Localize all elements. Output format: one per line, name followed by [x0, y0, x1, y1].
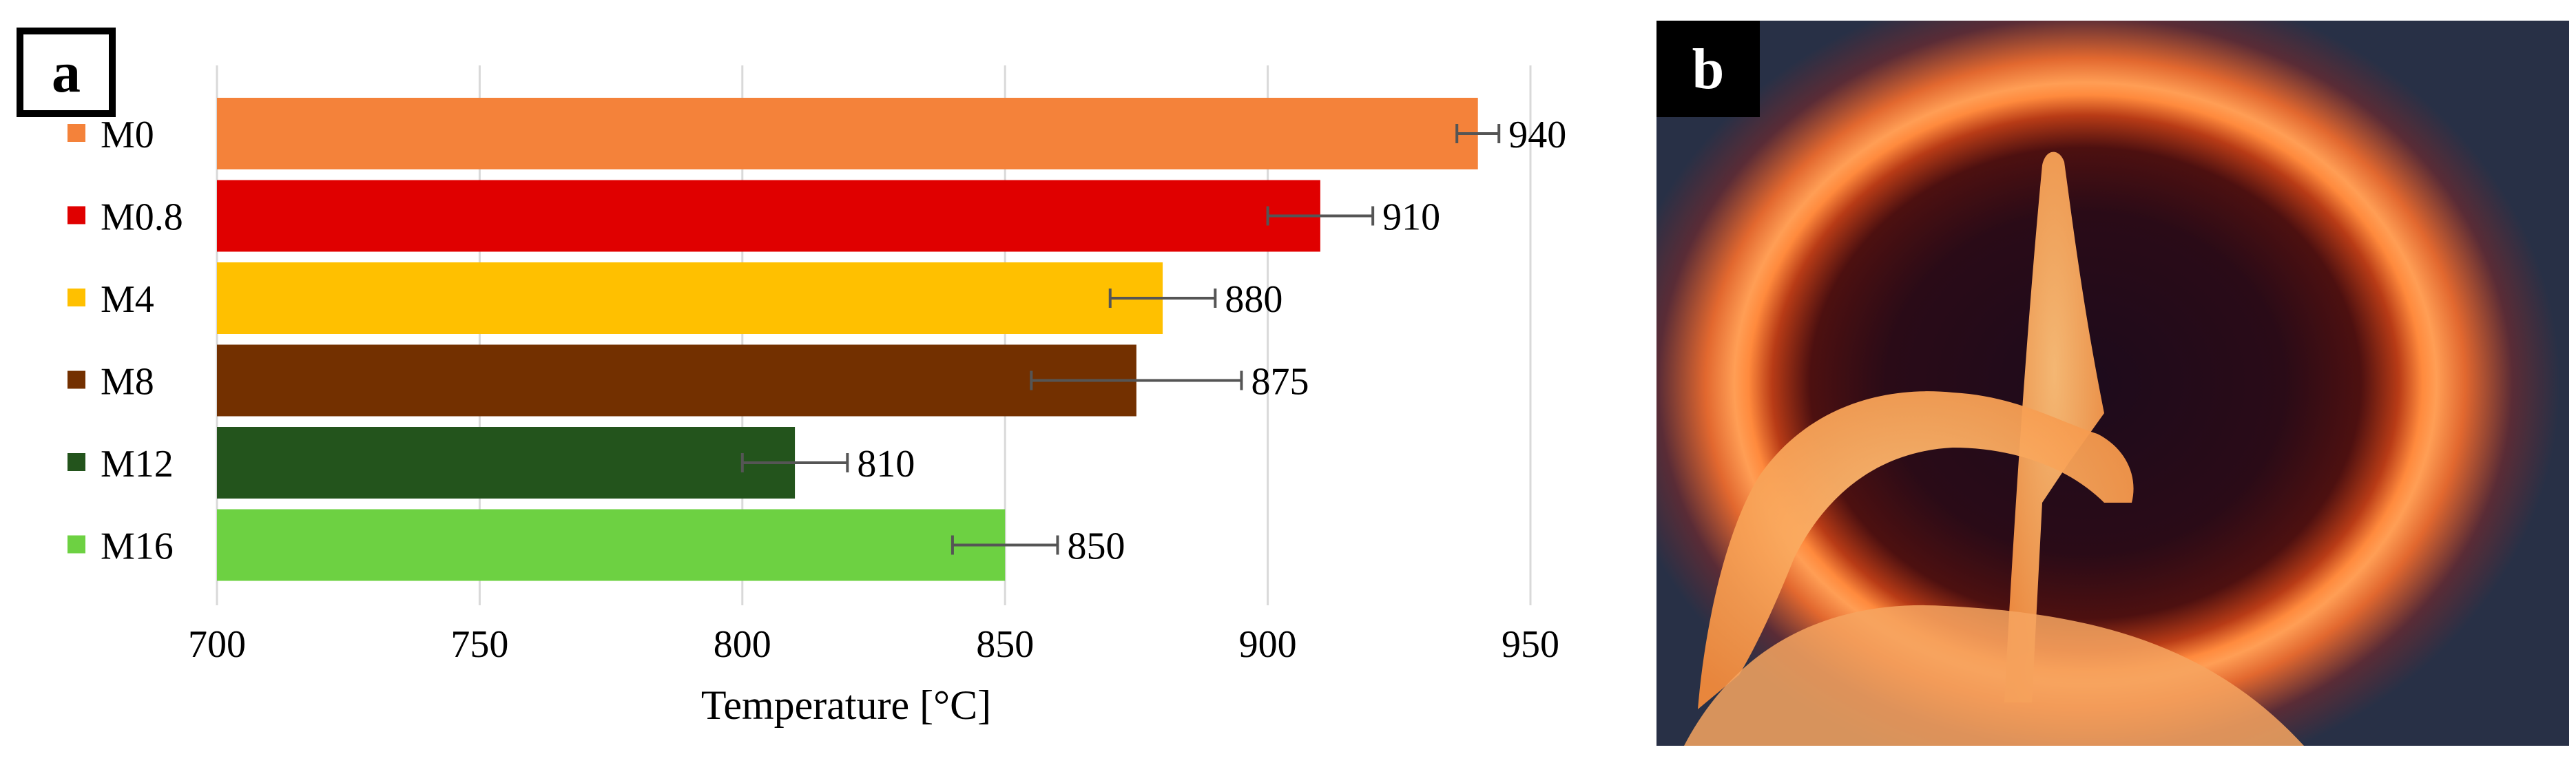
legend-marker	[67, 453, 85, 471]
legend-label: M4	[101, 278, 154, 321]
legend-marker	[67, 206, 85, 224]
legend-label: M0	[101, 114, 154, 156]
sample-base	[1684, 605, 2304, 746]
legend-marker	[67, 535, 85, 554]
legend-marker	[67, 370, 85, 389]
data-label: 850	[1067, 525, 1125, 568]
bar	[217, 344, 1136, 417]
legend-marker	[67, 289, 85, 306]
x-tick-label: 750	[450, 623, 508, 666]
x-tick-label: 900	[1239, 623, 1297, 666]
legend-label: M0.8	[101, 196, 183, 239]
legend-label: M12	[101, 443, 174, 485]
furnace-photo: b	[1656, 21, 2569, 746]
data-label: 875	[1251, 361, 1309, 404]
bar	[217, 262, 1163, 334]
data-label: 880	[1225, 278, 1282, 321]
legend-label: M8	[101, 361, 154, 404]
bar	[217, 98, 1478, 169]
bar-chart-panel: 700 750 800 850 900 950 940 M0 910 M0.8 880 M4 875 M8…	[17, 28, 1566, 728]
legend-label: M16	[101, 525, 174, 568]
panel-label-a: a	[17, 28, 116, 117]
bar	[217, 509, 1006, 581]
data-label: 940	[1508, 114, 1566, 156]
bar	[217, 427, 796, 499]
x-tick-label: 950	[1502, 623, 1559, 666]
x-tick-label: 700	[188, 623, 246, 666]
x-axis-title: Temperature [°C]	[701, 682, 991, 728]
sample-silhouette	[1684, 151, 2304, 746]
x-tick-label: 800	[714, 623, 771, 666]
panel-label-b: b	[1656, 21, 1760, 117]
data-label: 810	[857, 443, 915, 485]
data-label: 910	[1382, 196, 1440, 239]
bar	[217, 180, 1320, 252]
x-tick-label: 850	[976, 623, 1034, 666]
bar-chart: 700 750 800 850 900 950 940 M0 910 M0.8 880 M4 875 M8…	[67, 65, 1566, 728]
legend-marker	[67, 124, 85, 142]
sample-arch	[1698, 391, 2134, 709]
